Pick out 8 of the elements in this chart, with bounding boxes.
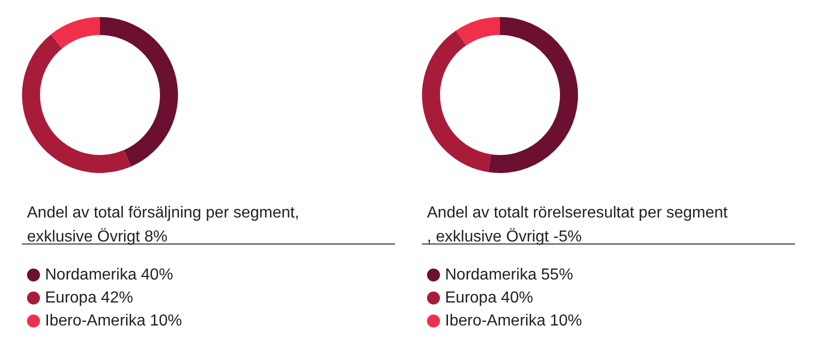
legend-label: Ibero-Amerika 10%: [45, 312, 182, 330]
text: Andel av totalt rörelseresultat per segment, exklusive Övrigt -5%: [427, 204, 728, 246]
legend-label: Ibero-Amerika 10%: [445, 312, 582, 330]
text: Andel av total försäljning per segment, exklusive Övrigt 8%: [27, 204, 304, 246]
legend-label: Nordamerika 40%: [45, 266, 174, 284]
legend-label: Europa 42%: [45, 290, 134, 306]
legend-label: Europa 40%: [445, 290, 534, 306]
legend-label: Nordamerika 55%: [445, 266, 574, 284]
